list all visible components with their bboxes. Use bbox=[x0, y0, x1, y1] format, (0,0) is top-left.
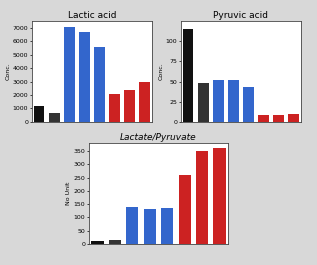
Bar bbox=[258, 116, 269, 122]
Bar bbox=[124, 90, 135, 122]
Bar bbox=[213, 80, 223, 122]
Bar bbox=[94, 47, 105, 122]
Bar bbox=[243, 87, 254, 122]
Bar bbox=[109, 240, 121, 244]
Bar bbox=[109, 94, 120, 122]
Bar bbox=[273, 116, 284, 122]
Y-axis label: Conc.: Conc. bbox=[5, 63, 10, 80]
Bar bbox=[288, 114, 299, 122]
Title: Lactic acid: Lactic acid bbox=[68, 11, 116, 20]
Bar bbox=[213, 148, 226, 244]
Bar bbox=[49, 113, 60, 122]
Bar bbox=[91, 241, 104, 244]
Y-axis label: No Unit: No Unit bbox=[67, 182, 71, 205]
Bar bbox=[144, 209, 156, 244]
Bar bbox=[79, 32, 90, 122]
Bar bbox=[139, 82, 150, 122]
Bar bbox=[161, 208, 173, 244]
Bar bbox=[34, 106, 44, 122]
Title: Lactate/Pyruvate: Lactate/Pyruvate bbox=[120, 133, 197, 142]
Bar bbox=[64, 26, 74, 122]
Y-axis label: Conc.: Conc. bbox=[158, 63, 164, 80]
Bar bbox=[196, 151, 208, 244]
Bar bbox=[178, 175, 191, 244]
Bar bbox=[183, 29, 193, 122]
Bar bbox=[228, 80, 239, 122]
Bar bbox=[126, 207, 139, 244]
Title: Pyruvic acid: Pyruvic acid bbox=[213, 11, 268, 20]
Bar bbox=[198, 83, 209, 122]
